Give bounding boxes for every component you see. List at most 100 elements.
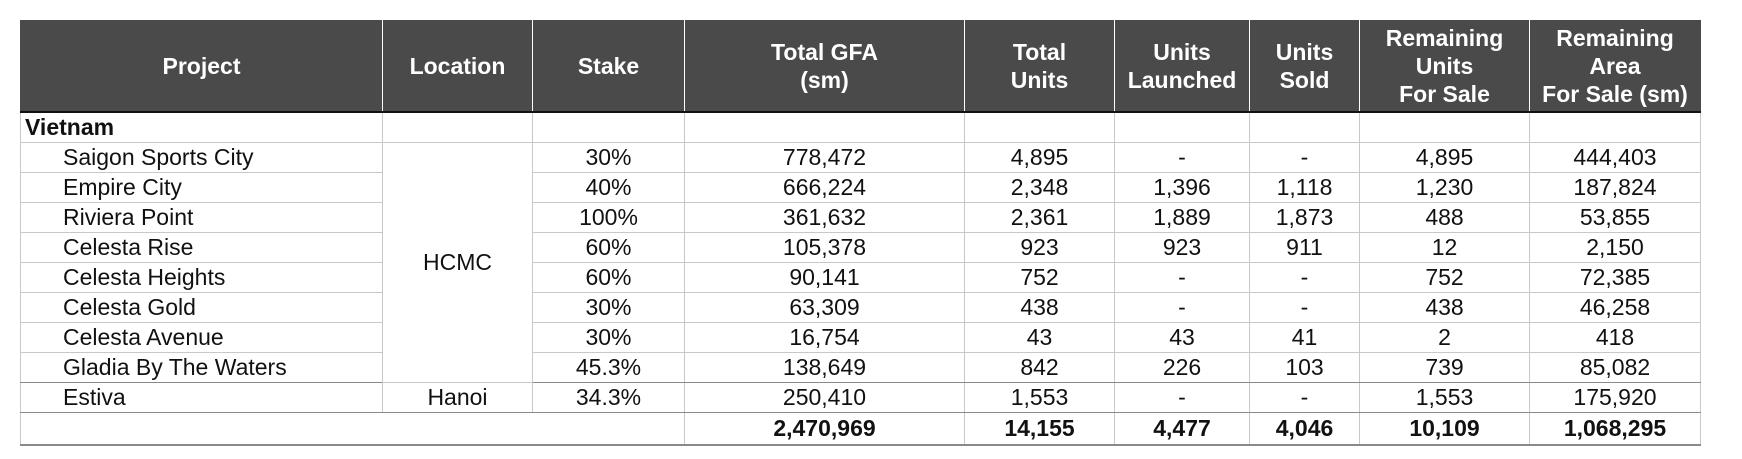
stake-cell: 40%	[532, 172, 685, 203]
total-remaining-area-cell: 1,068,295	[1529, 412, 1701, 446]
projects-table-container: Project Location Stake Total GFA (sm) To…	[20, 20, 1701, 446]
header-location: Location	[382, 20, 533, 113]
remaining-area-cell: 85,082	[1529, 352, 1701, 383]
remaining-area-cell: 72,385	[1529, 262, 1701, 293]
total-remaining-units-cell: 10,109	[1359, 412, 1530, 446]
header-stake: Stake	[532, 20, 685, 113]
units-launched-cell: 1,396	[1114, 172, 1250, 203]
group-row-vietnam: Vietnam	[20, 112, 1701, 143]
remaining-area-cell: 2,150	[1529, 232, 1701, 263]
stake-cell: 30%	[532, 322, 685, 353]
total-units-cell: 2,361	[964, 202, 1115, 233]
project-name: Empire City	[20, 172, 383, 203]
stake-cell: 100%	[532, 202, 685, 233]
location-cell: HCMC	[382, 142, 533, 383]
header-remaining-units: Remaining Units For Sale	[1359, 20, 1530, 113]
remaining-area-cell: 46,258	[1529, 292, 1701, 323]
group-label: Vietnam	[20, 112, 383, 143]
table-row: Celesta Heights 60% 90,141 752 - - 752 7…	[20, 262, 1701, 293]
gfa-cell: 63,309	[684, 292, 965, 323]
gfa-cell: 90,141	[684, 262, 965, 293]
table-row: Saigon Sports City HCMC 30% 778,472 4,89…	[20, 142, 1701, 383]
project-name: Gladia By The Waters	[20, 352, 383, 383]
totals-row: 2,470,969 14,155 4,477 4,046 10,109 1,06…	[20, 412, 1701, 446]
units-sold-cell: -	[1249, 142, 1360, 173]
table-row: Celesta Rise 60% 105,378 923 923 911 12 …	[20, 232, 1701, 263]
header-row: Project Location Stake Total GFA (sm) To…	[20, 20, 1701, 113]
remaining-area-cell: 53,855	[1529, 202, 1701, 233]
gfa-cell: 16,754	[684, 322, 965, 353]
units-sold-cell: 1,873	[1249, 202, 1360, 233]
table-row: Riviera Point 100% 361,632 2,361 1,889 1…	[20, 202, 1701, 233]
gfa-cell: 138,649	[684, 352, 965, 383]
units-launched-cell: -	[1114, 382, 1250, 413]
units-sold-cell: 103	[1249, 352, 1360, 383]
units-sold-cell: 1,118	[1249, 172, 1360, 203]
stake-cell: 60%	[532, 232, 685, 263]
total-units-cell: 842	[964, 352, 1115, 383]
remaining-units-cell: 438	[1359, 292, 1530, 323]
units-sold-cell: 41	[1249, 322, 1360, 353]
remaining-units-cell: 4,895	[1359, 142, 1530, 173]
header-remaining-area: Remaining Area For Sale (sm)	[1529, 20, 1701, 113]
units-launched-cell: 1,889	[1114, 202, 1250, 233]
total-units-cell: 43	[964, 322, 1115, 353]
remaining-units-cell: 488	[1359, 202, 1530, 233]
stake-cell: 34.3%	[532, 382, 685, 413]
total-units-sold-cell: 4,046	[1249, 412, 1360, 446]
total-gfa-cell: 2,470,969	[684, 412, 965, 446]
header-units-launched: Units Launched	[1114, 20, 1250, 113]
units-launched-cell: -	[1114, 262, 1250, 293]
project-name: Celesta Gold	[20, 292, 383, 323]
units-sold-cell: -	[1249, 382, 1360, 413]
units-sold-cell: -	[1249, 262, 1360, 293]
total-units-cell: 752	[964, 262, 1115, 293]
total-units-cell: 923	[964, 232, 1115, 263]
location-cell: Hanoi	[382, 382, 533, 413]
stake-cell: 45.3%	[532, 352, 685, 383]
projects-table: Project Location Stake Total GFA (sm) To…	[20, 20, 1701, 446]
remaining-units-cell: 1,553	[1359, 382, 1530, 413]
project-name: Celesta Avenue	[20, 322, 383, 353]
units-launched-cell: -	[1114, 142, 1250, 173]
project-name: Riviera Point	[20, 202, 383, 233]
table-row: Celesta Gold 30% 63,309 438 - - 438 46,2…	[20, 292, 1701, 323]
project-name: Celesta Rise	[20, 232, 383, 263]
gfa-cell: 105,378	[684, 232, 965, 263]
project-name: Estiva	[20, 382, 383, 413]
gfa-cell: 361,632	[684, 202, 965, 233]
remaining-units-cell: 752	[1359, 262, 1530, 293]
table-row: Empire City 40% 666,224 2,348 1,396 1,11…	[20, 172, 1701, 203]
totals-blank	[20, 412, 685, 446]
gfa-cell: 778,472	[684, 142, 965, 173]
header-total-gfa: Total GFA (sm)	[684, 20, 965, 113]
table-row: Gladia By The Waters 45.3% 138,649 842 2…	[20, 352, 1701, 383]
units-launched-cell: 43	[1114, 322, 1250, 353]
table-row: Celesta Avenue 30% 16,754 43 43 41 2 418	[20, 322, 1701, 353]
remaining-area-cell: 418	[1529, 322, 1701, 353]
remaining-units-cell: 12	[1359, 232, 1530, 263]
header-units-sold: Units Sold	[1249, 20, 1360, 113]
remaining-units-cell: 2	[1359, 322, 1530, 353]
units-sold-cell: 911	[1249, 232, 1360, 263]
total-units-cell: 438	[964, 292, 1115, 323]
total-units-launched-cell: 4,477	[1114, 412, 1250, 446]
units-sold-cell: -	[1249, 292, 1360, 323]
units-launched-cell: 923	[1114, 232, 1250, 263]
header-total-units: Total Units	[964, 20, 1115, 113]
remaining-units-cell: 1,230	[1359, 172, 1530, 203]
total-units-cell: 2,348	[964, 172, 1115, 203]
stake-cell: 60%	[532, 262, 685, 293]
total-units-cell: 1,553	[964, 382, 1115, 413]
project-name: Celesta Heights	[20, 262, 383, 293]
stake-cell: 30%	[532, 142, 685, 173]
units-launched-cell: 226	[1114, 352, 1250, 383]
project-name: Saigon Sports City	[20, 142, 383, 173]
header-project: Project	[20, 20, 383, 113]
remaining-area-cell: 175,920	[1529, 382, 1701, 413]
remaining-area-cell: 187,824	[1529, 172, 1701, 203]
gfa-cell: 250,410	[684, 382, 965, 413]
units-launched-cell: -	[1114, 292, 1250, 323]
table-row: Estiva Hanoi 34.3% 250,410 1,553 - - 1,5…	[20, 382, 1701, 413]
stake-cell: 30%	[532, 292, 685, 323]
